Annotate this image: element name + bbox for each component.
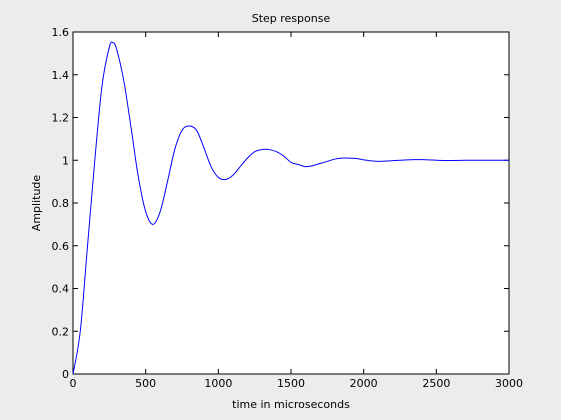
plot-area [72, 31, 510, 375]
x-tick-label: 500 [135, 377, 156, 390]
x-tick-label: 3000 [495, 377, 523, 390]
x-tick-label: 2000 [350, 377, 378, 390]
y-tick-label: 1.2 [52, 112, 70, 125]
x-tick-label: 1000 [204, 377, 232, 390]
y-tick-label: 0 [62, 368, 69, 381]
y-axis-label: Amplitude [30, 175, 43, 232]
y-tick-label: 1.4 [52, 69, 70, 82]
ticks-layer: 0 500 1000 1500 2000 2500 3000 0 0.2 0.4 0.6 0.8 1 1.… [52, 26, 524, 390]
chart-title: Step response [252, 12, 331, 25]
y-tick-label: 1.6 [52, 26, 70, 39]
y-tick-label: 0.8 [52, 197, 70, 210]
x-axis-label: time in microseconds [232, 398, 350, 411]
y-tick-label: 0.2 [52, 325, 70, 338]
x-tick-label: 0 [70, 377, 77, 390]
y-tick-label: 0.6 [52, 240, 70, 253]
y-tick-label: 0.4 [52, 283, 70, 296]
y-tick-label: 1 [62, 154, 69, 167]
series-line [72, 41, 509, 375]
x-tick-label: 1500 [277, 377, 305, 390]
x-tick-label: 2500 [422, 377, 450, 390]
